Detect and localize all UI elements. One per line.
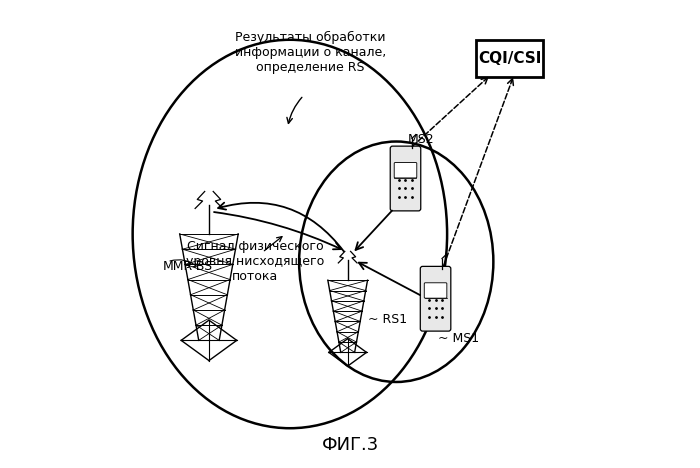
Text: CQI/CSI: CQI/CSI — [478, 51, 541, 66]
Text: ~ MS1: ~ MS1 — [438, 331, 479, 344]
FancyBboxPatch shape — [394, 162, 416, 178]
FancyBboxPatch shape — [424, 283, 447, 298]
Text: Сигнал физического
уровня нисходящего
потока: Сигнал физического уровня нисходящего по… — [186, 240, 324, 283]
FancyBboxPatch shape — [420, 266, 451, 331]
FancyBboxPatch shape — [476, 40, 543, 77]
Text: MS2: MS2 — [408, 133, 435, 146]
Text: Результаты обработки
информации о канале,
определение RS: Результаты обработки информации о канале… — [235, 30, 386, 73]
Text: MMR-BS: MMR-BS — [162, 260, 213, 273]
FancyBboxPatch shape — [390, 146, 421, 211]
Text: ФИГ.3: ФИГ.3 — [321, 436, 379, 453]
Text: ~ RS1: ~ RS1 — [368, 313, 407, 326]
